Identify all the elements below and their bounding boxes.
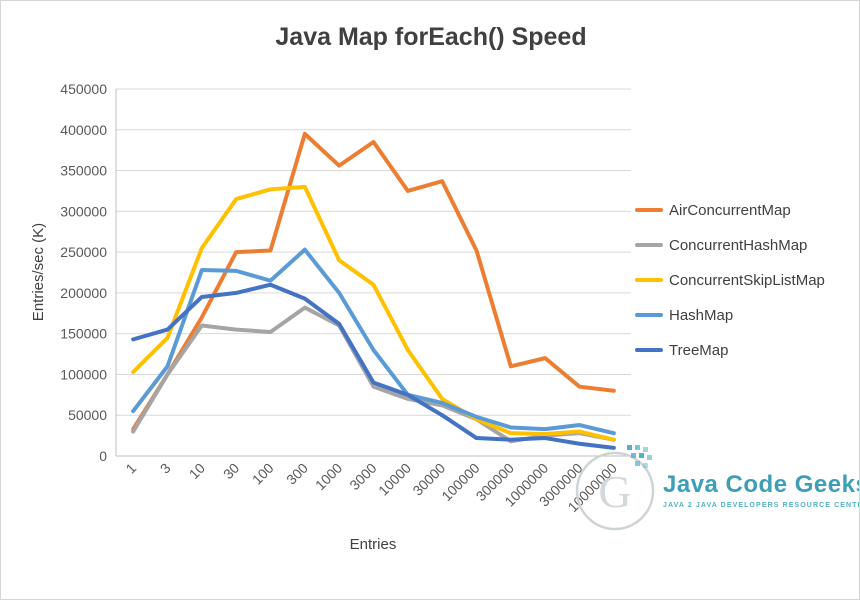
legend-label: ConcurrentHashMap xyxy=(669,236,808,254)
legend-item: ConcurrentSkipListMap xyxy=(635,269,825,291)
y-tick-label: 50000 xyxy=(68,407,107,423)
legend-item: HashMap xyxy=(635,304,825,326)
y-tick-label: 200000 xyxy=(60,285,107,301)
jcg-logo-tagline: JAVA 2 JAVA DEVELOPERS RESOURCE CENTER xyxy=(663,502,860,509)
x-tick-label: 1000 xyxy=(312,460,345,493)
series-line-ConcurrentSkipListMap xyxy=(131,184,616,442)
jcg-logo-mark: G xyxy=(575,445,655,531)
x-tick-label: 3 xyxy=(157,460,174,477)
legend-item: TreeMap xyxy=(635,339,825,361)
legend-label: ConcurrentSkipListMap xyxy=(669,271,825,289)
y-tick-label: 100000 xyxy=(60,366,107,382)
y-tick-label: 400000 xyxy=(60,122,107,138)
logo-circle xyxy=(575,451,655,531)
y-tick-label: 450000 xyxy=(60,81,107,97)
legend-item: AirConcurrentMap xyxy=(635,199,825,221)
legend-label: HashMap xyxy=(669,306,734,324)
logo-pixel-dots xyxy=(627,445,652,468)
jcg-logo: G Java Code Geeks JAVA 2 JAVA DEVELOPERS… xyxy=(569,443,860,535)
jcg-logo-text-wrap: Java Code Geeks JAVA 2 JAVA DEVELOPERS R… xyxy=(663,443,860,509)
y-axis-title: Entries/sec (K) xyxy=(30,222,47,322)
x-tick-label: 10 xyxy=(186,460,208,482)
jcg-logo-name: Java Code Geeks xyxy=(663,471,860,498)
chart-title: Java Map forEach() Speed xyxy=(275,23,587,51)
legend-swatch-line xyxy=(635,243,663,247)
legend-item: ConcurrentHashMap xyxy=(635,234,825,256)
x-tick-label: 300 xyxy=(283,460,311,488)
series-line-TreeMap xyxy=(131,282,616,450)
legend-swatch-line xyxy=(635,208,663,212)
y-tick-label: 250000 xyxy=(60,244,107,260)
x-tick-label: 30 xyxy=(220,460,242,482)
x-tick-label: 10000 xyxy=(375,460,414,499)
x-axis-title: Entries xyxy=(349,536,397,553)
legend-label: AirConcurrentMap xyxy=(669,201,791,219)
logo-letter-g: G xyxy=(598,466,631,517)
x-tick-label: 1 xyxy=(122,460,139,477)
legend-label: TreeMap xyxy=(669,341,729,359)
series-line-HashMap xyxy=(131,247,616,436)
x-tick-label: 100 xyxy=(249,460,277,488)
chart-legend: AirConcurrentMap ConcurrentHashMap Concurr… xyxy=(635,199,825,361)
legend-swatch-line xyxy=(635,278,663,282)
y-tick-label: 350000 xyxy=(60,163,107,179)
y-tick-label: 150000 xyxy=(60,326,107,342)
legend-swatch-line xyxy=(635,348,663,352)
y-tick-label: 300000 xyxy=(60,203,107,219)
legend-swatch-line xyxy=(635,313,663,317)
y-tick-label: 0 xyxy=(99,448,107,464)
